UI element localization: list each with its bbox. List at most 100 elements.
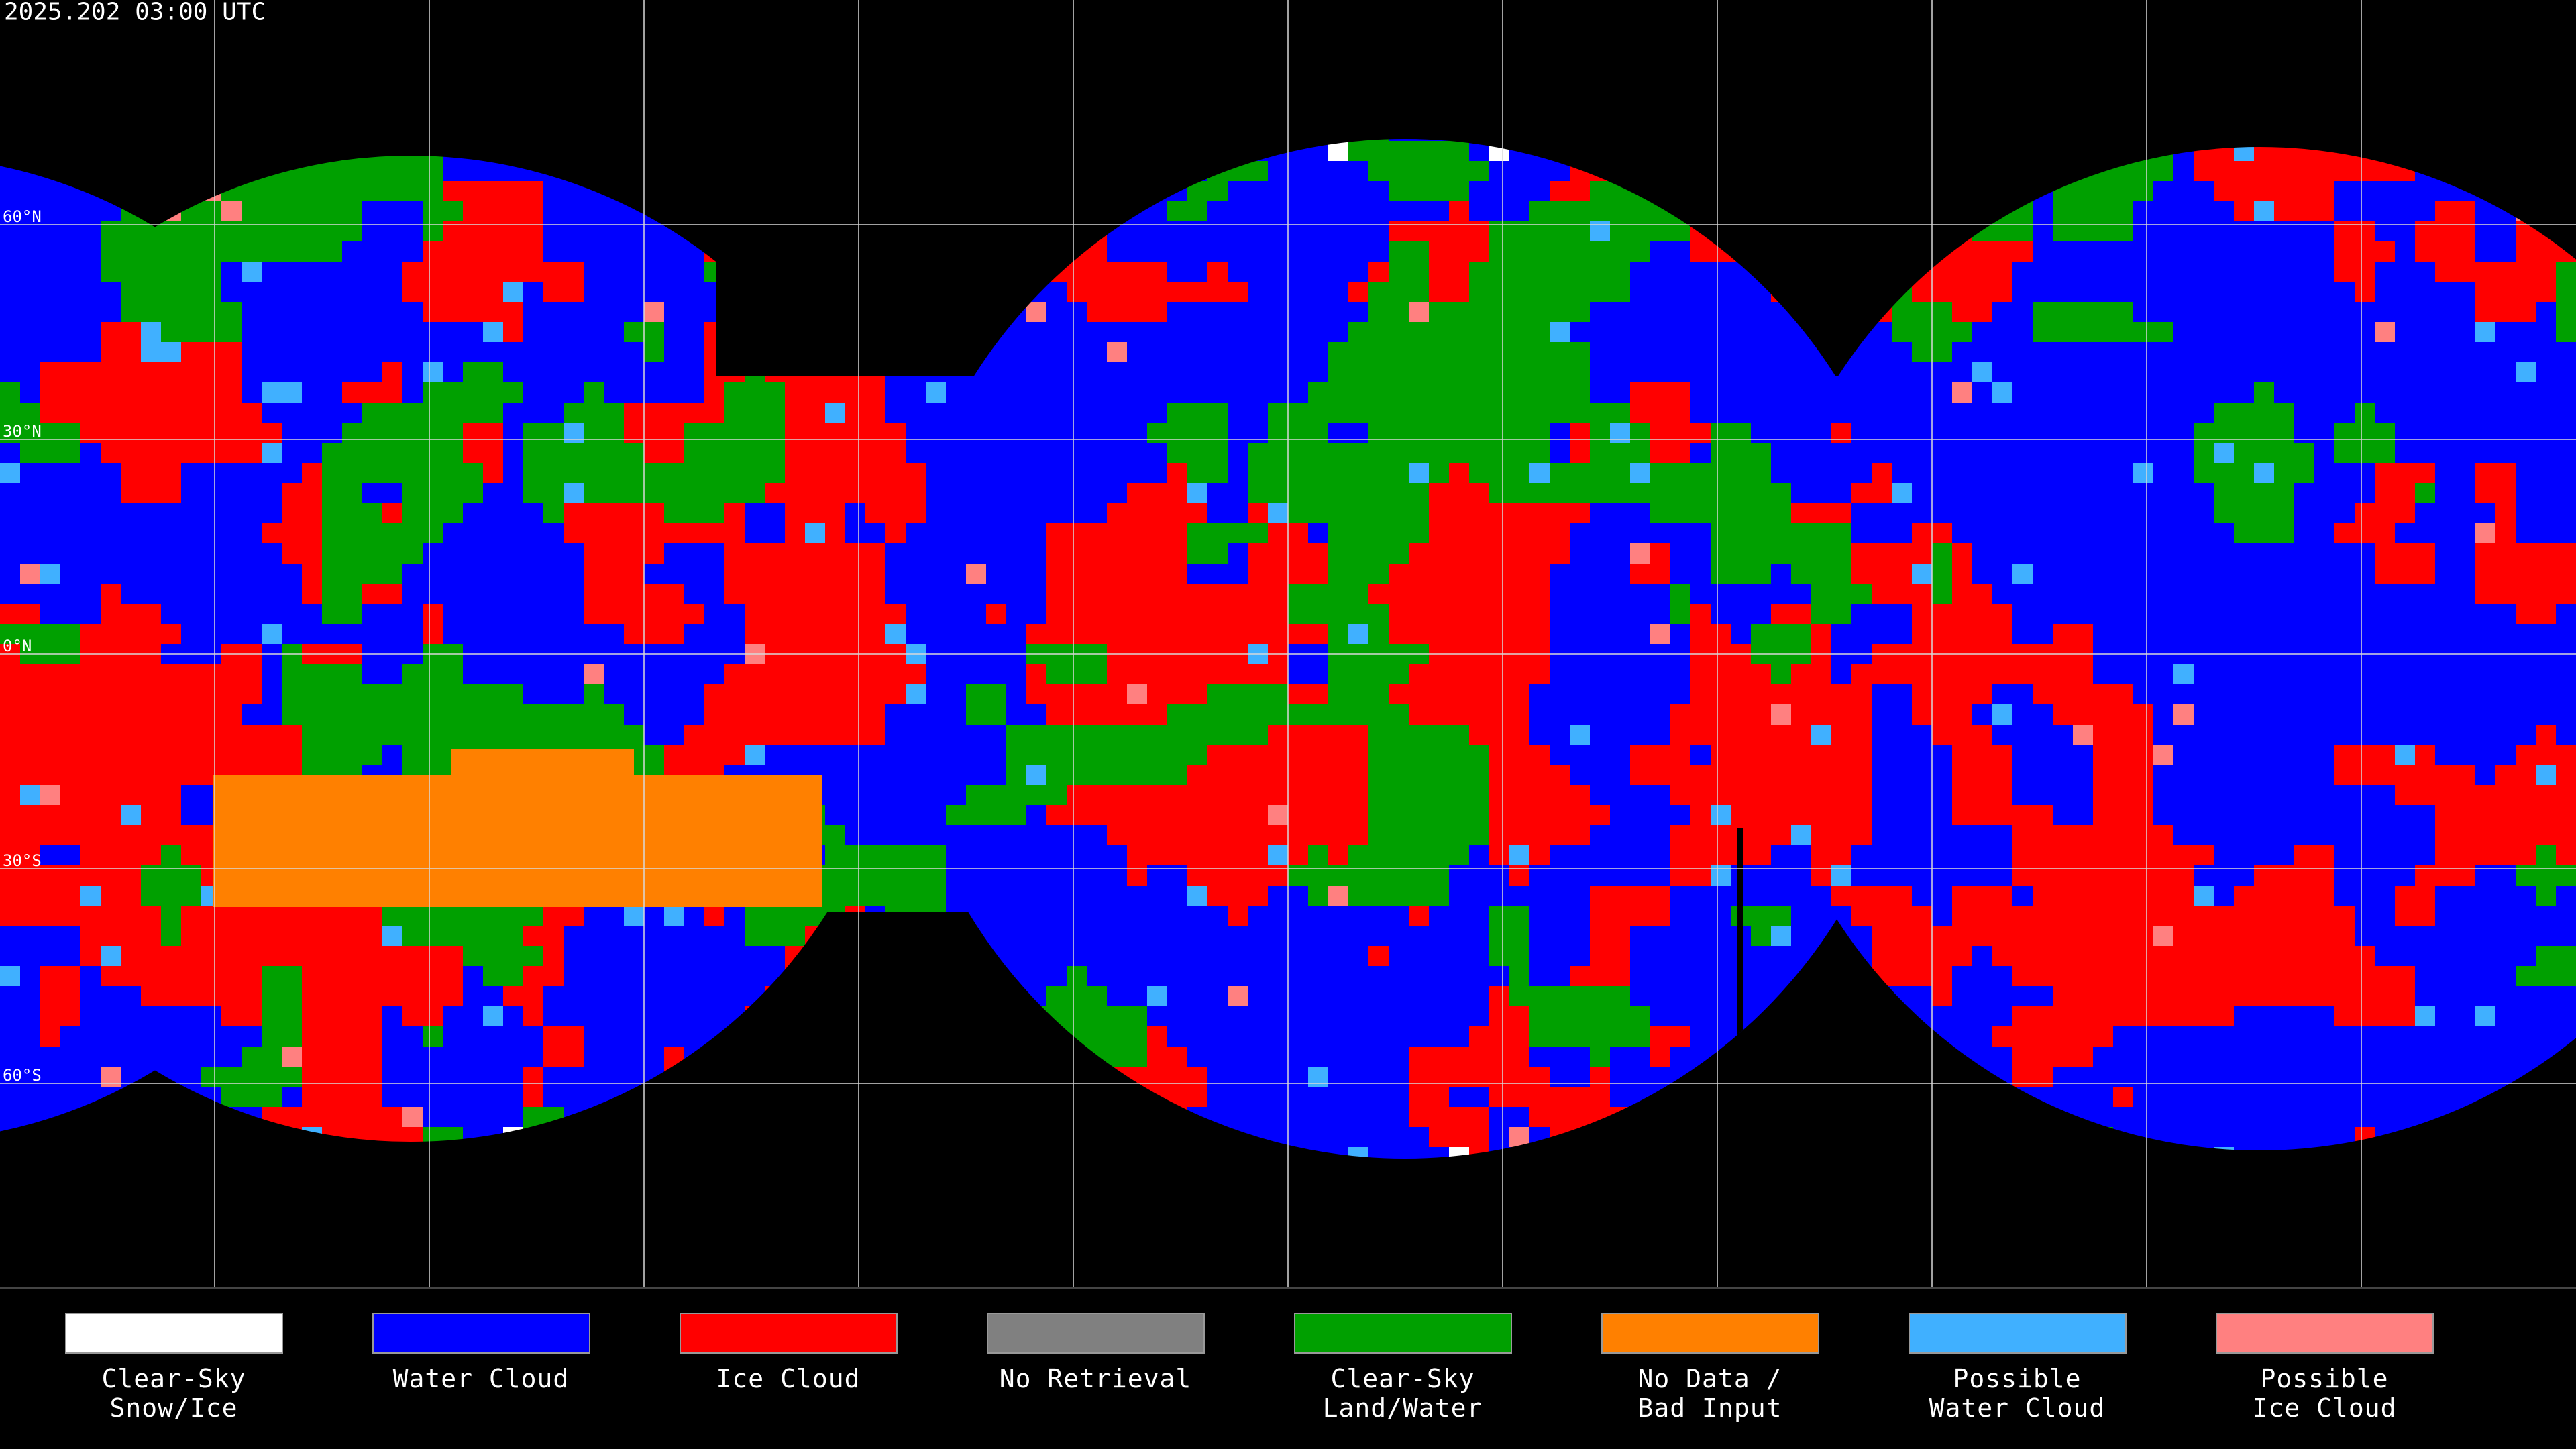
map-pixel bbox=[221, 604, 241, 624]
map-pixel bbox=[1550, 262, 1570, 282]
map-pixel bbox=[121, 483, 141, 503]
map-pixel bbox=[1489, 443, 1509, 463]
map-pixel bbox=[2475, 463, 2496, 483]
map-pixel bbox=[2053, 523, 2073, 543]
map-pixel bbox=[423, 523, 443, 543]
map-pixel bbox=[1811, 523, 1831, 543]
map-pixel bbox=[2536, 684, 2556, 704]
map-pixel bbox=[1831, 584, 1851, 604]
map-pixel bbox=[1469, 523, 1489, 543]
map-pixel bbox=[2012, 624, 2033, 644]
map-pixel bbox=[2455, 684, 2475, 704]
map-pixel bbox=[60, 523, 80, 543]
map-pixel bbox=[946, 443, 966, 463]
map-pixel bbox=[342, 342, 362, 362]
map-pixel bbox=[1851, 523, 1872, 543]
map-pixel bbox=[1308, 523, 1328, 543]
map-pixel bbox=[1872, 745, 1892, 765]
map-pixel bbox=[1288, 342, 1308, 362]
map-pixel bbox=[1006, 342, 1026, 362]
map-pixel bbox=[1127, 342, 1147, 362]
map-pixel bbox=[322, 322, 342, 342]
map-pixel bbox=[664, 664, 684, 684]
map-pixel bbox=[1067, 704, 1087, 724]
map-pixel bbox=[1268, 302, 1288, 322]
map-pixel bbox=[1429, 322, 1449, 342]
map-pixel bbox=[1690, 523, 1711, 543]
map-pixel bbox=[1469, 402, 1489, 423]
map-pixel bbox=[262, 322, 282, 342]
map-pixel bbox=[1892, 382, 1912, 402]
map-pixel bbox=[1509, 282, 1529, 302]
map-pixel bbox=[2194, 282, 2214, 302]
map-pixel bbox=[1650, 443, 1670, 463]
map-pixel bbox=[2375, 382, 2395, 402]
map-pixel bbox=[624, 604, 644, 624]
map-pixel bbox=[2274, 443, 2294, 463]
map-pixel bbox=[2053, 262, 2073, 282]
map-pixel bbox=[564, 503, 584, 523]
map-pixel bbox=[946, 664, 966, 684]
map-pixel bbox=[1972, 443, 1992, 463]
map-pixel bbox=[604, 543, 624, 564]
map-pixel bbox=[1972, 262, 1992, 282]
map-pixel bbox=[483, 624, 503, 644]
map-pixel bbox=[684, 302, 704, 322]
map-pixel bbox=[2334, 584, 2355, 604]
map-pixel bbox=[2435, 503, 2455, 523]
map-pixel bbox=[241, 342, 262, 362]
map-pixel bbox=[101, 241, 121, 262]
map-pixel bbox=[2536, 624, 2556, 644]
map-pixel bbox=[1308, 664, 1328, 684]
map-pixel bbox=[503, 443, 523, 463]
map-pixel bbox=[2536, 523, 2556, 543]
map-pixel bbox=[2435, 322, 2455, 342]
map-pixel bbox=[1590, 684, 1610, 704]
map-pixel bbox=[2073, 201, 2093, 221]
map-pixel bbox=[463, 503, 483, 523]
map-pixel bbox=[2455, 624, 2475, 644]
map-pixel bbox=[2314, 463, 2334, 483]
map-pixel bbox=[2254, 262, 2274, 282]
map-pixel bbox=[463, 282, 483, 302]
map-pixel bbox=[2033, 322, 2053, 342]
map-pixel bbox=[1167, 282, 1187, 302]
map-pixel bbox=[1892, 503, 1912, 523]
map-pixel bbox=[302, 543, 322, 564]
map-pixel bbox=[1529, 302, 1550, 322]
map-pixel bbox=[1409, 684, 1429, 704]
map-pixel bbox=[1067, 402, 1087, 423]
map-pixel bbox=[2174, 382, 2194, 402]
map-pixel bbox=[1570, 564, 1590, 584]
map-pixel bbox=[2174, 181, 2194, 201]
map-pixel bbox=[0, 785, 20, 805]
map-pixel bbox=[2455, 463, 2475, 483]
map-pixel bbox=[2133, 624, 2153, 644]
map-pixel bbox=[1147, 664, 1167, 684]
map-pixel bbox=[543, 302, 564, 322]
map-pixel bbox=[2375, 322, 2395, 342]
map-pixel bbox=[2355, 765, 2375, 785]
map-pixel bbox=[664, 282, 684, 302]
map-pixel bbox=[2294, 584, 2314, 604]
map-pixel bbox=[1187, 402, 1208, 423]
map-pixel bbox=[282, 664, 302, 684]
map-pixel bbox=[2496, 604, 2516, 624]
map-pixel bbox=[1711, 503, 1731, 523]
map-pixel bbox=[1610, 684, 1630, 704]
map-pixel bbox=[201, 523, 221, 543]
map-pixel bbox=[1771, 443, 1791, 463]
map-pixel bbox=[1127, 684, 1147, 704]
map-pixel bbox=[1127, 241, 1147, 262]
map-pixel bbox=[1529, 342, 1550, 362]
map-pixel bbox=[604, 704, 624, 724]
map-pixel bbox=[624, 382, 644, 402]
map-pixel bbox=[1348, 664, 1368, 684]
map-pixel bbox=[2254, 302, 2274, 322]
map-pixel bbox=[443, 201, 463, 221]
map-pixel bbox=[1872, 704, 1892, 724]
map-pixel bbox=[1208, 724, 1228, 745]
map-pixel bbox=[2133, 564, 2153, 584]
map-pixel bbox=[2033, 765, 2053, 785]
map-pixel bbox=[1348, 382, 1368, 402]
